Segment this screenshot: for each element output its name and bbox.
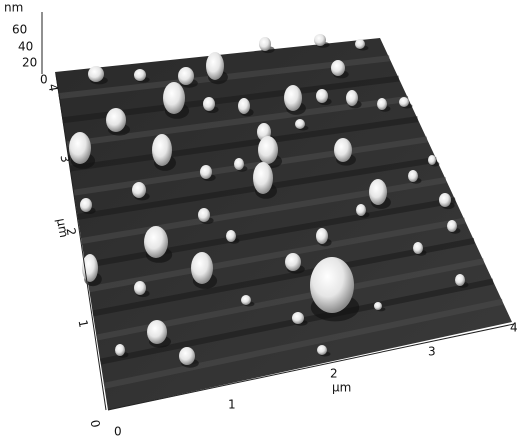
bump (356, 204, 366, 216)
z-tick-label: 40 (18, 40, 33, 54)
bump (447, 220, 457, 232)
x-tick-label: 2 (330, 367, 338, 381)
bump (355, 39, 365, 49)
bump (413, 242, 423, 254)
bump (115, 344, 125, 356)
bump (285, 253, 301, 271)
bump (258, 136, 278, 164)
bump (408, 170, 418, 182)
afm-image: nm 60 40 20 0 0 1 2 3 4 µm 0 1 2 3 4 µm (0, 0, 520, 441)
bump (132, 182, 146, 198)
y-unit: µm (54, 217, 71, 238)
bump (346, 90, 358, 106)
bump (455, 274, 465, 286)
z-tick-label: 60 (12, 23, 27, 37)
bump (134, 281, 146, 295)
bump (377, 98, 387, 110)
x-tick-label: 1 (228, 398, 236, 412)
bump (152, 134, 172, 166)
bump (198, 208, 210, 222)
x-tick-label: 0 (114, 425, 122, 439)
bump (178, 67, 194, 85)
bump (200, 165, 212, 179)
bump (191, 252, 213, 284)
bump (369, 179, 387, 205)
bump (179, 347, 195, 365)
bump (428, 155, 436, 165)
bump (253, 162, 273, 194)
z-tick-label: 20 (22, 56, 37, 70)
y-tick-label: 0 (88, 419, 103, 429)
bump (163, 82, 185, 114)
bump (314, 34, 326, 46)
bump (147, 320, 167, 344)
bump (206, 52, 224, 80)
bump (80, 198, 92, 212)
bump (439, 193, 451, 207)
bump (106, 108, 126, 132)
y-tick-label: 1 (76, 319, 91, 329)
bump (399, 97, 409, 107)
bump (238, 98, 250, 114)
z-unit: nm (4, 1, 23, 15)
bump (144, 226, 168, 258)
bump (88, 66, 104, 82)
x-tick-label: 3 (428, 345, 436, 359)
bump (241, 295, 251, 305)
x-unit: µm (332, 381, 351, 395)
bump (317, 345, 327, 355)
bump (226, 230, 236, 242)
bump (134, 69, 146, 81)
bump (374, 302, 382, 310)
bump (295, 119, 305, 129)
x-tick-label: 4 (510, 321, 518, 335)
bump (316, 228, 328, 244)
bump (310, 257, 354, 313)
bump (203, 97, 215, 111)
bump (234, 158, 244, 170)
bump (259, 37, 271, 51)
bump (331, 60, 345, 76)
bump (292, 312, 304, 324)
bump (334, 138, 352, 162)
bump (316, 89, 328, 103)
bump (284, 85, 302, 111)
